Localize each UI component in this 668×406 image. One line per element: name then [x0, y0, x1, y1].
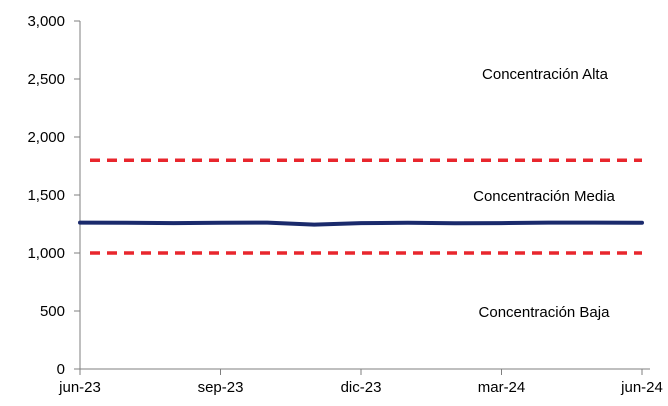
y-tick-label: 2,500 [27, 71, 65, 88]
series-line-0 [78, 220, 644, 227]
y-tick-label: 1,500 [27, 187, 65, 204]
x-tick-label: mar-24 [478, 379, 526, 396]
x-axis: jun-23 sep-23 dic-23 mar-24 jun-24 [58, 368, 663, 396]
x-tick-label: sep-23 [198, 379, 244, 396]
y-tick-label: 3,000 [27, 13, 65, 30]
y-tick-label: 2,000 [27, 129, 65, 146]
series-group [78, 220, 644, 227]
x-tick-label: dic-23 [341, 379, 382, 396]
annotations: Concentración Alta Concentración Media C… [473, 66, 615, 321]
y-tick-label: 0 [57, 361, 65, 378]
x-tick-label: jun-23 [58, 379, 101, 396]
annotation-concentracion-media: Concentración Media [473, 188, 615, 205]
x-tick-label: jun-24 [620, 379, 663, 396]
y-tick-label: 500 [40, 303, 65, 320]
y-axis: 0 500 1,000 1,500 2,000 2,500 3,000 [27, 13, 81, 378]
y-tick-label: 1,000 [27, 245, 65, 262]
threshold-lines [90, 158, 642, 255]
annotation-concentracion-baja: Concentración Baja [479, 304, 611, 321]
annotation-concentracion-alta: Concentración Alta [482, 66, 609, 83]
